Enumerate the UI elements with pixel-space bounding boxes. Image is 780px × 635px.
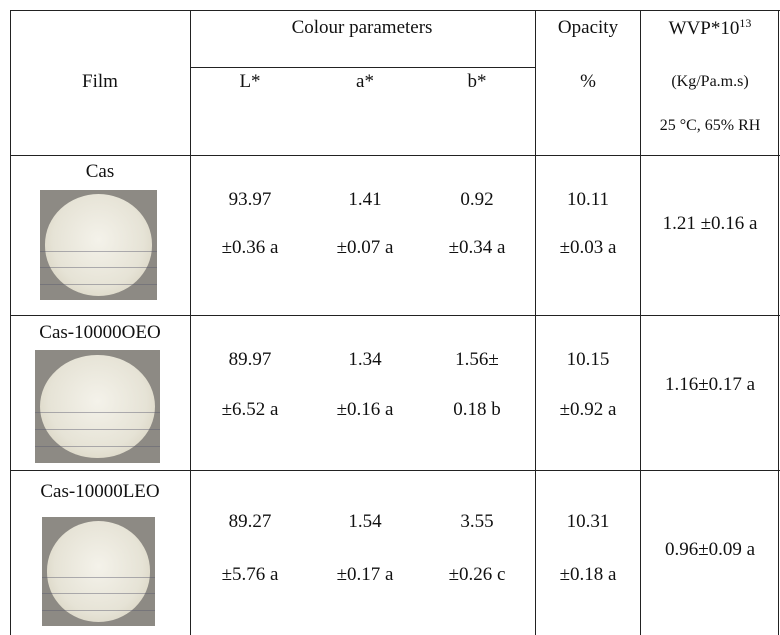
wvp-value: 1.21 ±0.16 a (662, 213, 758, 234)
cell-value: ±0.92 a (559, 399, 617, 420)
rule (10, 315, 780, 316)
film-name: Cas (85, 161, 115, 182)
cell-value: ±0.36 a (221, 237, 279, 258)
cell-value: 89.27 (228, 511, 272, 532)
cell-value: ±0.34 a (448, 237, 506, 258)
rule (190, 10, 191, 635)
cell-value: 3.55 (460, 511, 494, 532)
cell-value: ±6.52 a (221, 399, 279, 420)
cell-value: 89.97 (228, 349, 272, 370)
cell-value: 1.56± (455, 349, 499, 370)
header-text: WVP*10 (668, 18, 740, 40)
exponent: 13 (739, 15, 752, 30)
cell-value: ±0.26 c (448, 564, 506, 585)
rule (535, 10, 536, 635)
rule (778, 10, 779, 635)
cell-value: 1.54 (348, 511, 382, 532)
cell-value: 10.15 (566, 349, 610, 370)
cell-value: ±0.17 a (336, 564, 394, 585)
cell-value: 93.97 (228, 189, 272, 210)
rule (10, 10, 11, 635)
cell-value: 10.11 (566, 189, 610, 210)
cell-value: ±0.03 a (559, 237, 617, 258)
header-cell: b* (467, 71, 487, 92)
cell-value: ±5.76 a (221, 564, 279, 585)
cell-value: 0.92 (460, 189, 494, 210)
rule (190, 67, 535, 68)
header-cell: Colour parameters (291, 17, 433, 38)
film-photo (42, 517, 155, 626)
film-name: Cas-10000OEO (39, 322, 161, 343)
film-name: Cas-10000LEO (40, 481, 160, 502)
cell-value: ±0.07 a (336, 237, 394, 258)
film-photo (35, 350, 160, 463)
cell-value: ±0.18 a (559, 564, 617, 585)
header-cell: Film (82, 71, 118, 92)
cell-value: 1.41 (348, 189, 382, 210)
cell-value: 1.34 (348, 349, 382, 370)
cell-value: 10.31 (566, 511, 610, 532)
header-cell: 25 °C, 65% RH (659, 117, 761, 134)
header-cell: Opacity (557, 17, 619, 38)
rule (10, 470, 780, 471)
header-cell: a* (356, 71, 374, 92)
wvp-value: 0.96±0.09 a (664, 539, 756, 560)
header-cell: WVP*1013 (669, 16, 752, 40)
film-photo (40, 190, 157, 300)
header-cell: % (580, 71, 596, 92)
header-cell: L* (239, 71, 261, 92)
wvp-value: 1.16±0.17 a (664, 374, 756, 395)
rule (10, 155, 780, 156)
header-cell: (Kg/Pa.m.s) (671, 73, 749, 90)
rule (10, 10, 780, 11)
cell-value: ±0.16 a (336, 399, 394, 420)
rule (640, 10, 641, 635)
cell-value: 0.18 b (453, 399, 501, 420)
